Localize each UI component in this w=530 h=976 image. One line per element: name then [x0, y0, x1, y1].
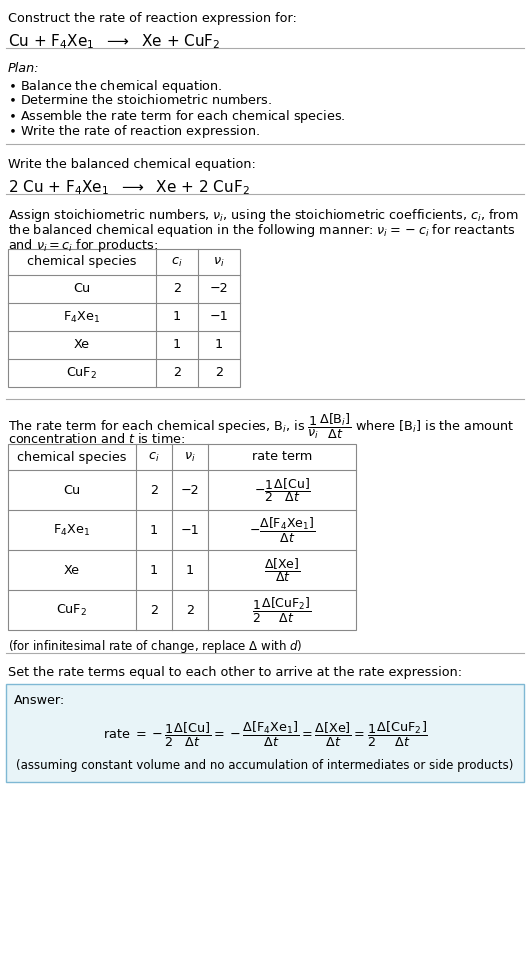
Text: $c_i$: $c_i$	[171, 256, 183, 268]
Text: $\bullet$ Determine the stoichiometric numbers.: $\bullet$ Determine the stoichiometric n…	[8, 93, 272, 107]
Bar	[6, 684, 524, 782]
Text: $\bullet$ Write the rate of reaction expression.: $\bullet$ Write the rate of reaction exp…	[8, 123, 260, 140]
Text: Set the rate terms equal to each other to arrive at the rate expression:: Set the rate terms equal to each other t…	[8, 666, 462, 679]
Text: $\dfrac{\Delta[\mathrm{Xe}]}{\Delta t}$: $\dfrac{\Delta[\mathrm{Xe}]}{\Delta t}$	[264, 556, 301, 584]
Text: F$_4$Xe$_1$: F$_4$Xe$_1$	[54, 522, 91, 538]
Text: 2: 2	[173, 367, 181, 380]
Text: chemical species: chemical species	[17, 451, 127, 464]
Text: $\dfrac{1}{2}\dfrac{\Delta[\mathrm{CuF_2}]}{\Delta t}$: $\dfrac{1}{2}\dfrac{\Delta[\mathrm{CuF_2…	[252, 595, 312, 625]
Text: CuF$_2$: CuF$_2$	[56, 602, 87, 618]
Text: 2: 2	[215, 367, 223, 380]
Text: 1: 1	[215, 339, 223, 351]
Text: 2: 2	[150, 483, 158, 497]
Text: concentration and $t$ is time:: concentration and $t$ is time:	[8, 432, 185, 446]
Text: 1: 1	[173, 310, 181, 323]
Text: Cu + F$_4$Xe$_1$  $\longrightarrow$  Xe + CuF$_2$: Cu + F$_4$Xe$_1$ $\longrightarrow$ Xe + …	[8, 32, 220, 51]
Text: 2: 2	[186, 603, 194, 617]
Text: the balanced chemical equation in the following manner: $\nu_i = -c_i$ for react: the balanced chemical equation in the fo…	[8, 222, 515, 239]
Text: 1: 1	[186, 563, 194, 577]
Text: CuF$_2$: CuF$_2$	[66, 365, 98, 381]
Text: Assign stoichiometric numbers, $\nu_i$, using the stoichiometric coefficients, $: Assign stoichiometric numbers, $\nu_i$, …	[8, 207, 519, 224]
Text: chemical species: chemical species	[27, 256, 137, 268]
Text: Xe: Xe	[74, 339, 90, 351]
Text: 1: 1	[173, 339, 181, 351]
Bar	[8, 249, 240, 387]
Text: $\nu_i$: $\nu_i$	[213, 256, 225, 268]
Text: Plan:: Plan:	[8, 62, 40, 75]
Text: 2 Cu + F$_4$Xe$_1$  $\longrightarrow$  Xe + 2 CuF$_2$: 2 Cu + F$_4$Xe$_1$ $\longrightarrow$ Xe …	[8, 178, 250, 197]
Text: $\nu_i$: $\nu_i$	[184, 451, 196, 464]
Text: $\bullet$ Balance the chemical equation.: $\bullet$ Balance the chemical equation.	[8, 78, 222, 95]
Text: $c_i$: $c_i$	[148, 451, 160, 464]
Text: −1: −1	[210, 310, 228, 323]
Text: Cu: Cu	[64, 483, 81, 497]
Text: 1: 1	[150, 563, 158, 577]
Text: −2: −2	[181, 483, 199, 497]
Text: and $\nu_i = c_i$ for products:: and $\nu_i = c_i$ for products:	[8, 237, 158, 254]
Text: Xe: Xe	[64, 563, 80, 577]
Text: −1: −1	[181, 523, 199, 537]
Text: The rate term for each chemical species, B$_i$, is $\dfrac{1}{\nu_i}\dfrac{\Delt: The rate term for each chemical species,…	[8, 412, 515, 441]
Text: 1: 1	[150, 523, 158, 537]
Text: Construct the rate of reaction expression for:: Construct the rate of reaction expressio…	[8, 12, 297, 25]
Text: F$_4$Xe$_1$: F$_4$Xe$_1$	[64, 309, 101, 325]
Bar	[8, 444, 356, 630]
Text: −2: −2	[210, 282, 228, 296]
Text: rate term: rate term	[252, 451, 312, 464]
Text: 2: 2	[173, 282, 181, 296]
Text: 2: 2	[150, 603, 158, 617]
Text: Cu: Cu	[74, 282, 91, 296]
Text: $\bullet$ Assemble the rate term for each chemical species.: $\bullet$ Assemble the rate term for eac…	[8, 108, 346, 125]
Text: Answer:: Answer:	[14, 694, 65, 707]
Text: (assuming constant volume and no accumulation of intermediates or side products): (assuming constant volume and no accumul…	[16, 759, 514, 772]
Text: rate $= -\dfrac{1}{2}\dfrac{\Delta[\mathrm{Cu}]}{\Delta t} = -\dfrac{\Delta[\mat: rate $= -\dfrac{1}{2}\dfrac{\Delta[\math…	[102, 720, 428, 750]
Text: $-\dfrac{1}{2}\dfrac{\Delta[\mathrm{Cu}]}{\Delta t}$: $-\dfrac{1}{2}\dfrac{\Delta[\mathrm{Cu}]…	[253, 476, 311, 504]
Text: (for infinitesimal rate of change, replace $\Delta$ with $d$): (for infinitesimal rate of change, repla…	[8, 638, 303, 655]
Text: Write the balanced chemical equation:: Write the balanced chemical equation:	[8, 158, 256, 171]
Text: $-\dfrac{\Delta[\mathrm{F_4Xe_1}]}{\Delta t}$: $-\dfrac{\Delta[\mathrm{F_4Xe_1}]}{\Delt…	[249, 515, 315, 545]
